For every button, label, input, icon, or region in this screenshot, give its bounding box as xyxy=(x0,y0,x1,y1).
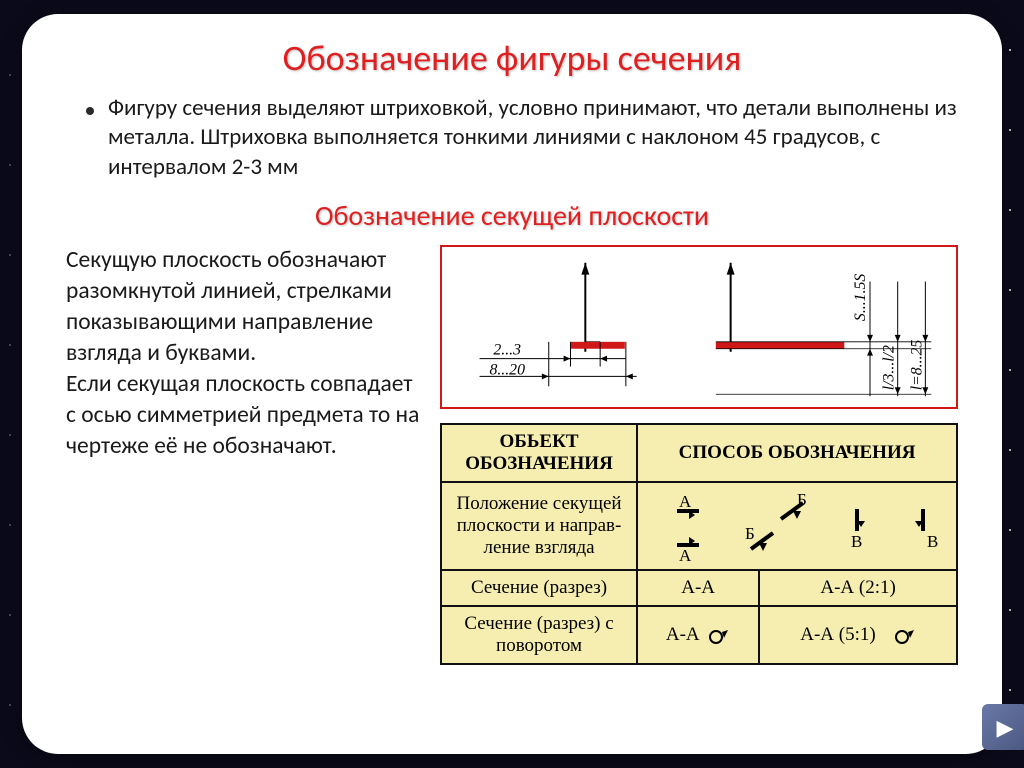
dim-l1: l/3...l/2 xyxy=(881,345,898,390)
glyph-svg: А А Б Б xyxy=(647,489,947,563)
th-object: ОБЬЕКТ ОБОЗНАЧЕНИЯ xyxy=(441,424,637,482)
row3-c1-text: А-А xyxy=(666,624,700,645)
diagram-svg: 2...3 8...20 xyxy=(442,247,956,407)
dim-l2: l=8...25 xyxy=(908,340,925,391)
row3-c2-text: А-А (5:1) xyxy=(800,624,875,645)
table-header-row: ОБЬЕКТ ОБОЗНАЧЕНИЯ СПОСОБ ОБОЗНАЧЕНИЯ xyxy=(441,424,957,482)
section-diagram: 2...3 8...20 xyxy=(440,245,958,409)
row1-label: Положение секущей плоскости и направ- ле… xyxy=(441,482,637,570)
dim-gap-bottom: 8...20 xyxy=(489,362,525,379)
th-method: СПОСОБ ОБОЗНАЧЕНИЯ xyxy=(637,424,957,482)
slide-title: Обозначение фигуры сечения xyxy=(66,36,958,80)
slide-subtitle: Обозначение секущей плоскости xyxy=(66,198,958,233)
row3-c2: А-А (5:1) xyxy=(759,606,957,664)
svg-text:А: А xyxy=(679,492,692,511)
row3-c1: А-А xyxy=(637,606,759,664)
rotation-icon xyxy=(890,626,916,646)
bullet-icon xyxy=(86,107,94,115)
table-row: Положение секущей плоскости и направ- ле… xyxy=(441,482,957,570)
row2-c2: А-А (2:1) xyxy=(759,570,957,606)
notation-table: ОБЬЕКТ ОБОЗНАЧЕНИЯ СПОСОБ ОБОЗНАЧЕНИЯ По… xyxy=(440,423,958,665)
intro-text: Фигуру сечения выделяют штриховкой, усло… xyxy=(108,94,958,182)
left-text: Секущую плоскость обозначают разомкнутой… xyxy=(66,245,426,462)
intro-row: Фигуру сечения выделяют штриховкой, усло… xyxy=(66,94,958,192)
dim-s: S...1.5S xyxy=(852,274,869,321)
left-column: Секущую плоскость обозначают разомкнутой… xyxy=(66,245,426,665)
row1-glyphs: А А Б Б xyxy=(637,482,957,570)
row2-c1: А-А xyxy=(637,570,759,606)
dim-gap-top: 2...3 xyxy=(493,342,521,359)
columns: Секущую плоскость обозначают разомкнутой… xyxy=(66,245,958,665)
next-slide-button[interactable]: ▶ xyxy=(982,704,1024,750)
table-row: Сечение (разрез) А-А А-А (2:1) xyxy=(441,570,957,606)
row3-label: Сечение (разрез) с поворотом xyxy=(441,606,637,664)
svg-text:Б: Б xyxy=(745,524,755,543)
rotation-icon xyxy=(704,626,730,646)
table-row: Сечение (разрез) с поворотом А-А А-А (5:… xyxy=(441,606,957,664)
svg-text:В: В xyxy=(927,532,938,551)
svg-text:В: В xyxy=(851,532,862,551)
right-column: 2...3 8...20 xyxy=(440,245,958,665)
slide-card: Обозначение фигуры сечения Фигуру сечени… xyxy=(22,14,1002,754)
row2-label: Сечение (разрез) xyxy=(441,570,637,606)
svg-text:А: А xyxy=(679,546,692,563)
